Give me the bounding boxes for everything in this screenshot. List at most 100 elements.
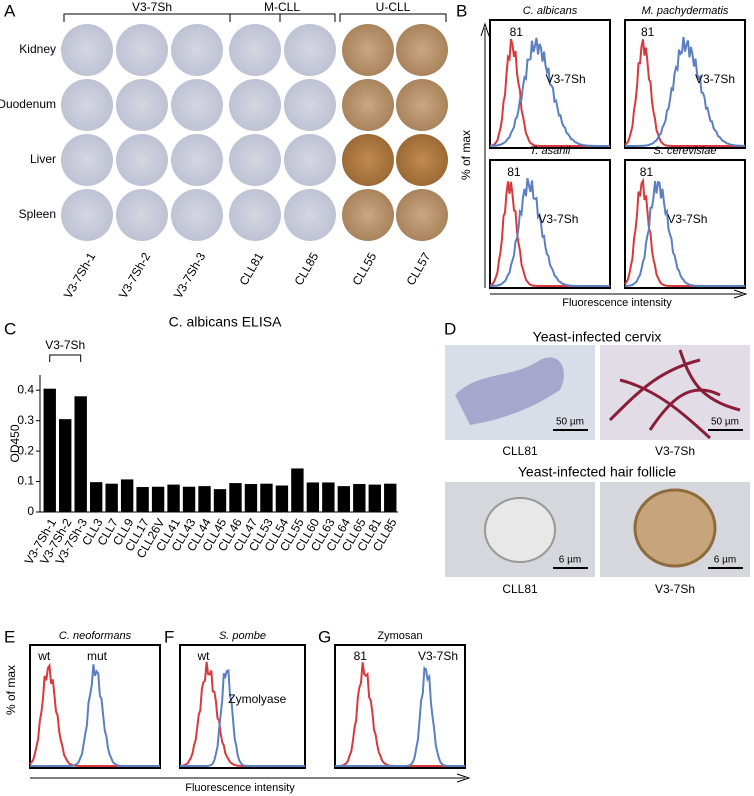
tissue-core bbox=[229, 79, 281, 131]
curve-label: V3-7Sh bbox=[538, 212, 578, 226]
tissue-core bbox=[171, 134, 223, 186]
bar bbox=[182, 486, 196, 512]
scale-label: 50 µm bbox=[711, 417, 739, 428]
bar bbox=[43, 388, 56, 512]
annotation: V3-7Sh bbox=[45, 338, 85, 352]
panel-title: Yeast-infected cervix bbox=[533, 329, 662, 345]
x-arrow bbox=[490, 289, 748, 299]
column-label: V3-7Sh-3 bbox=[171, 250, 209, 301]
group-bracket bbox=[63, 13, 281, 22]
bar bbox=[337, 486, 351, 512]
tissue-core bbox=[171, 79, 223, 131]
histogram-curve bbox=[625, 36, 745, 147]
histogram-curve bbox=[624, 39, 745, 147]
bar bbox=[306, 482, 320, 512]
plot-box bbox=[29, 644, 161, 769]
image-label: CLL81 bbox=[502, 582, 538, 596]
column-label: CLL57 bbox=[404, 250, 434, 288]
chart-title: C. albicans ELISA bbox=[169, 314, 282, 330]
micrographs: 50 µm 50 µm 6 µm 6 µm Yeast-infected cer… bbox=[445, 329, 750, 596]
plot-title: Zymosan bbox=[377, 630, 422, 642]
bar bbox=[74, 396, 87, 512]
hyphae bbox=[608, 349, 741, 440]
panel-label: E bbox=[4, 627, 15, 646]
tissue-core bbox=[342, 24, 394, 76]
histogram-curve bbox=[30, 664, 160, 767]
axis-label: % of max bbox=[459, 130, 473, 180]
bar bbox=[136, 487, 149, 512]
scale-label: 50 µm bbox=[556, 417, 584, 428]
stain bbox=[455, 357, 564, 425]
bar bbox=[384, 483, 397, 512]
bar bbox=[105, 483, 118, 512]
bar bbox=[198, 486, 211, 512]
bar bbox=[275, 485, 289, 512]
panel-label: B bbox=[456, 1, 467, 20]
image-label: V3-7Sh bbox=[655, 582, 695, 596]
axis-label: Fluorescence intensity bbox=[562, 297, 672, 309]
image-label: CLL81 bbox=[502, 444, 538, 458]
histogram-curve bbox=[180, 668, 305, 767]
histogram-curve bbox=[489, 38, 610, 147]
tissue-core bbox=[396, 24, 448, 76]
tissue-core bbox=[284, 134, 336, 186]
tissue-core bbox=[116, 79, 168, 131]
curve-label: V3-7Sh bbox=[695, 72, 735, 86]
histogram-curve bbox=[489, 177, 610, 287]
bar bbox=[229, 483, 242, 512]
histogram-curve bbox=[490, 37, 610, 147]
plot-title: S. cerevisiae bbox=[654, 145, 717, 157]
follicle bbox=[633, 488, 717, 568]
column-label: V3-7Sh-1 bbox=[61, 250, 99, 301]
bar bbox=[151, 486, 165, 512]
plot-title: C. albicans bbox=[523, 5, 578, 17]
histogram-curve bbox=[624, 177, 745, 287]
tissue-core bbox=[61, 189, 113, 241]
plot-box bbox=[624, 19, 746, 149]
tissue-core bbox=[342, 79, 394, 131]
curve-label: Zymolyase bbox=[228, 692, 286, 706]
bar bbox=[59, 419, 72, 512]
group-label: U-CLL bbox=[376, 0, 411, 14]
panel-label: G bbox=[318, 627, 331, 646]
curve-label: 81 bbox=[640, 165, 654, 179]
histogram-curve bbox=[489, 181, 610, 287]
curve-label: mut bbox=[87, 649, 108, 663]
plot-box bbox=[624, 159, 746, 289]
tissue-core bbox=[229, 134, 281, 186]
tissue-core bbox=[171, 24, 223, 76]
tissue-core bbox=[396, 79, 448, 131]
row-label: Kidney bbox=[19, 42, 56, 56]
bracket bbox=[49, 354, 82, 362]
tissue-core bbox=[116, 134, 168, 186]
tissue-core bbox=[171, 189, 223, 241]
tissue-core bbox=[342, 134, 394, 186]
histogram-curve bbox=[625, 180, 745, 287]
tissue-core bbox=[116, 24, 168, 76]
tissue-core bbox=[116, 189, 168, 241]
curve-label: V3-7Sh bbox=[418, 649, 458, 663]
row-label: Spleen bbox=[19, 207, 56, 221]
group-bracket bbox=[229, 13, 336, 22]
bar bbox=[89, 482, 103, 512]
tissue-core bbox=[229, 24, 281, 76]
histogram-curve bbox=[29, 662, 160, 767]
panel-label: F bbox=[164, 627, 174, 646]
tissue-core bbox=[396, 189, 448, 241]
image-cervix-v3 bbox=[600, 345, 750, 440]
column-label: CLL81 bbox=[237, 250, 267, 288]
follicle bbox=[484, 497, 556, 563]
plot-box bbox=[179, 644, 306, 769]
tissue-core bbox=[284, 189, 336, 241]
histogram-curve bbox=[179, 661, 305, 767]
curve-label: V3-7Sh bbox=[667, 212, 707, 226]
axis-label: Fluorescence intensity bbox=[185, 782, 295, 794]
tissue-core bbox=[342, 189, 394, 241]
panel-label: A bbox=[4, 1, 16, 20]
group-label: M-CLL bbox=[264, 0, 300, 14]
axis-label: % of max bbox=[4, 665, 18, 715]
column-label: V3-7Sh-2 bbox=[116, 250, 154, 301]
y-tick-label: 0.4 bbox=[17, 382, 34, 396]
y-arrow bbox=[480, 22, 490, 288]
plot-box bbox=[334, 644, 466, 769]
